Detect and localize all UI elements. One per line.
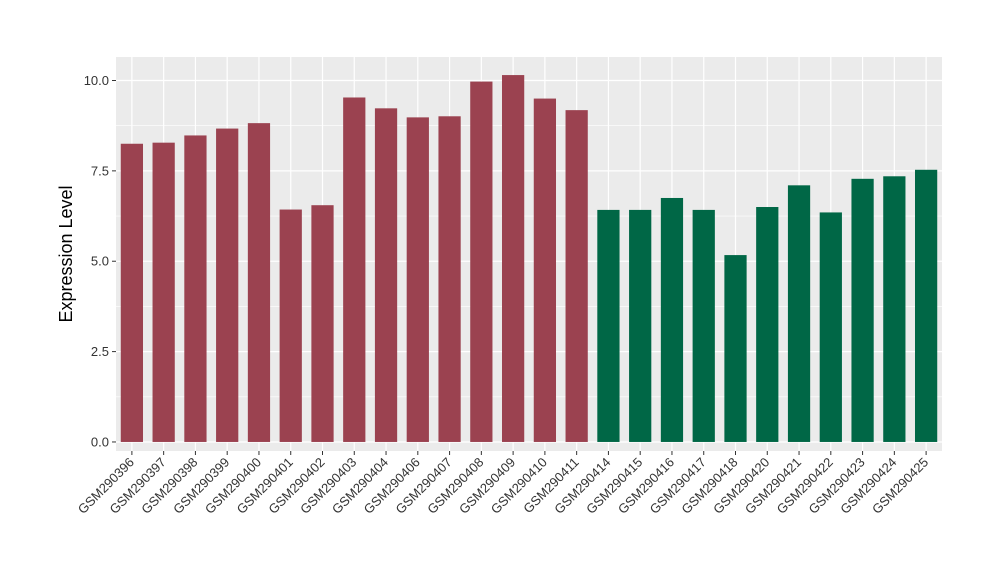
- bar: [883, 176, 906, 442]
- bar: [184, 135, 207, 442]
- bar: [152, 142, 175, 442]
- bar: [438, 116, 461, 442]
- bar: [724, 255, 747, 442]
- y-axis-title: Expression Level: [56, 185, 76, 322]
- bar: [629, 209, 652, 442]
- y-tick-label: 10.0: [84, 73, 109, 88]
- y-tick-label: 7.5: [91, 163, 109, 178]
- bar: [501, 75, 525, 442]
- y-axis: 0.0 2.5 5.0 7.5 10.0: [84, 73, 116, 449]
- bar: [660, 197, 684, 442]
- bar: [311, 205, 334, 442]
- bar: [533, 98, 557, 442]
- bar: [756, 207, 779, 442]
- bar: [279, 209, 302, 442]
- plot-panel: [116, 57, 942, 451]
- x-axis: GSM290396GSM290397GSM290398GSM290399GSM2…: [75, 451, 931, 517]
- y-tick-label: 2.5: [91, 344, 109, 359]
- bar: [565, 110, 588, 442]
- y-tick-label: 0.0: [91, 434, 109, 449]
- bar: [470, 81, 493, 442]
- bar: [851, 178, 874, 442]
- bar: [914, 169, 938, 442]
- y-tick-label: 5.0: [91, 254, 109, 269]
- bar: [787, 185, 811, 442]
- bar: [406, 117, 429, 442]
- bar: [374, 108, 398, 442]
- bar: [343, 97, 366, 442]
- bars: [120, 75, 938, 442]
- bar: [692, 209, 715, 442]
- bar: [120, 143, 144, 442]
- bar: [597, 209, 620, 442]
- bar: [216, 128, 239, 442]
- bar: [819, 212, 842, 442]
- bar: [247, 123, 271, 442]
